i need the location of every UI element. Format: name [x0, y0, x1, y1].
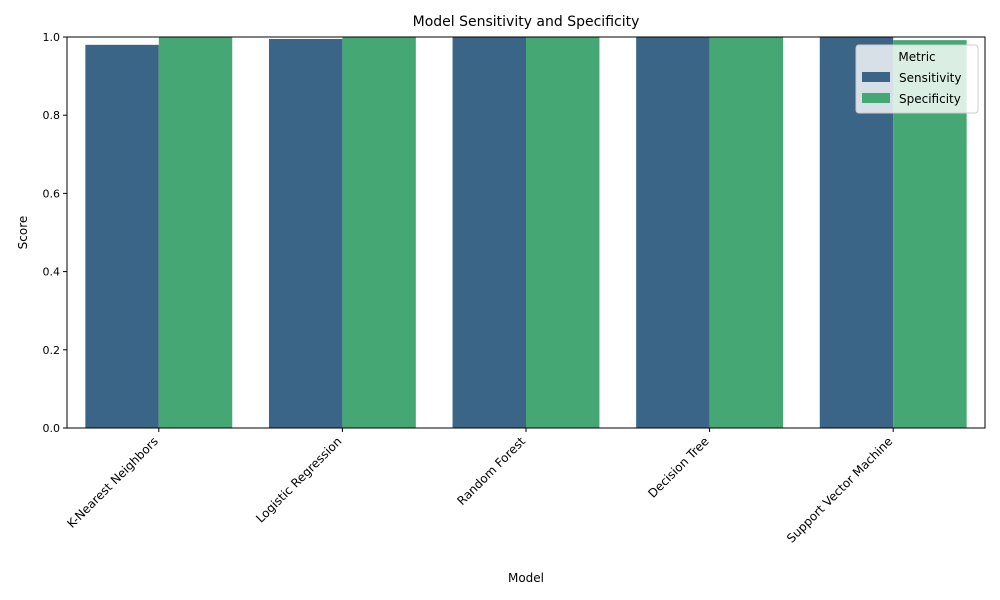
y-tick-label: 0.0 — [43, 422, 61, 435]
y-axis: 0.0 0.2 0.4 0.6 0.8 1.0 — [43, 31, 67, 435]
legend-label-sensitivity: Sensitivity — [899, 71, 961, 85]
legend-title: Metric — [898, 50, 935, 64]
plot-bars — [85, 37, 967, 429]
legend: Metric Sensitivity Specificity — [855, 44, 979, 114]
x-axis: K-Nearest Neighbors Logistic Regression Ra… — [64, 428, 895, 546]
chart-title: Model Sensitivity and Specificity — [413, 14, 640, 30]
x-tick-label: Support Vector Machine — [784, 434, 895, 545]
y-axis-label: Score — [16, 216, 30, 250]
bar-sensitivity-2 — [452, 37, 526, 428]
x-tick-label: K-Nearest Neighbors — [64, 434, 161, 531]
x-tick-label: Decision Tree — [645, 434, 711, 500]
plot-frame — [66, 36, 986, 429]
bar-sensitivity-3 — [636, 37, 710, 428]
bar-specificity-3 — [709, 37, 784, 428]
legend-swatch-specificity — [862, 93, 890, 103]
bar-sensitivity-1 — [268, 38, 343, 429]
bar-sensitivity-0 — [85, 44, 159, 428]
y-tick-label: 0.2 — [43, 344, 61, 357]
y-tick-label: 1.0 — [43, 31, 61, 44]
bar-specificity-2 — [526, 37, 600, 428]
legend-label-specificity: Specificity — [899, 92, 961, 106]
x-tick-label: Random Forest — [454, 434, 528, 508]
x-axis-label: Model — [508, 571, 544, 585]
bar-specificity-1 — [342, 37, 416, 428]
legend-swatch-sensitivity — [862, 72, 890, 82]
x-tick-label: Logistic Regression — [253, 434, 344, 525]
bar-specificity-0 — [158, 37, 233, 428]
y-tick-label: 0.8 — [43, 109, 61, 122]
legend-items: Sensitivity Specificity — [862, 71, 961, 106]
y-tick-label: 0.4 — [43, 266, 61, 279]
y-tick-label: 0.6 — [43, 187, 61, 200]
